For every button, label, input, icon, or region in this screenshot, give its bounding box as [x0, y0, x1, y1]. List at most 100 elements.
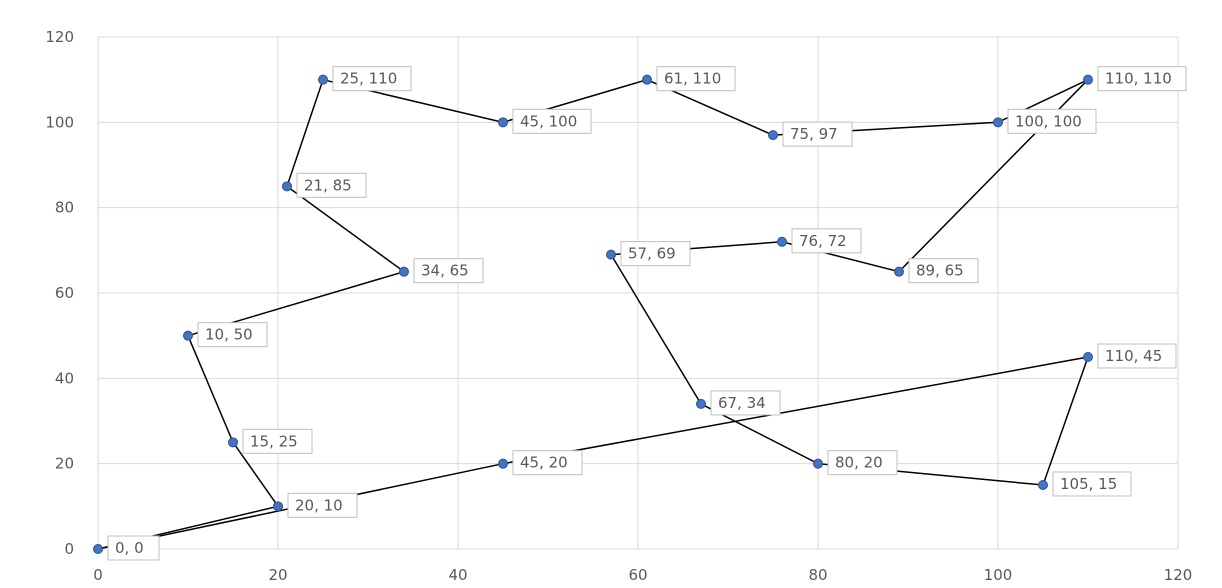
data-point-marker — [777, 236, 787, 247]
data-label-box — [782, 121, 853, 147]
data-label: 34, 65 — [413, 258, 484, 284]
data-point-marker — [282, 181, 292, 192]
data-label: 15, 25 — [242, 428, 313, 454]
data-label-text: 15, 25 — [250, 432, 298, 450]
data-label-box — [620, 241, 691, 267]
data-label-text: 76, 72 — [799, 232, 847, 250]
data-label-text: 61, 110 — [664, 70, 721, 88]
data-point-marker — [228, 437, 238, 448]
data-label-text: 34, 65 — [421, 262, 469, 280]
data-point-marker — [696, 398, 706, 409]
data-point-marker — [1038, 480, 1048, 490]
data-label: 100, 100 — [1007, 108, 1097, 134]
data-point-marker — [993, 117, 1003, 128]
data-label-box — [197, 322, 268, 348]
data-point-marker — [498, 458, 508, 469]
y-tick-label: 0 — [64, 540, 74, 558]
data-label-text: 21, 85 — [304, 176, 352, 194]
data-label: 105, 15 — [1052, 471, 1132, 497]
data-label: 10, 50 — [197, 322, 268, 348]
data-label-text: 20, 10 — [295, 496, 343, 514]
y-tick-label: 100 — [45, 113, 74, 131]
data-label-box — [512, 108, 592, 134]
data-label: 57, 69 — [620, 241, 691, 267]
data-point-marker — [498, 117, 508, 128]
data-label-box — [332, 66, 412, 92]
data-label: 75, 97 — [782, 121, 853, 147]
axis-tick-labels: 0 20 40 60 80 100 120 0 20 40 60 80 100 120 — [45, 28, 1192, 584]
y-tick-label: 40 — [55, 369, 74, 387]
y-tick-label: 60 — [55, 284, 74, 302]
data-label-box — [656, 66, 736, 92]
data-label-box — [296, 172, 367, 198]
data-label: 67, 34 — [710, 390, 781, 416]
data-label-box — [1097, 343, 1177, 369]
y-tick-label: 20 — [55, 455, 74, 473]
data-label-text: 45, 20 — [520, 454, 568, 472]
data-point-marker — [93, 544, 103, 554]
data-label-text: 0, 0 — [115, 539, 144, 557]
series-line-group — [97, 78, 1090, 550]
data-label-text: 57, 69 — [628, 245, 676, 263]
data-label: 20, 10 — [287, 492, 358, 518]
x-tick-label: 0 — [93, 566, 103, 584]
data-label: 45, 100 — [512, 108, 592, 134]
data-label-box — [413, 258, 484, 284]
data-point-marker — [813, 458, 823, 469]
data-label-box — [287, 492, 358, 518]
x-tick-label: 60 — [628, 566, 647, 584]
data-point-marker — [399, 266, 409, 277]
y-tick-label: 120 — [45, 28, 74, 46]
data-label-box — [710, 390, 781, 416]
series-line — [97, 78, 1090, 550]
data-label: 76, 72 — [791, 228, 862, 254]
markers-group — [93, 74, 1093, 554]
x-tick-label: 120 — [1164, 566, 1193, 584]
data-point-marker — [273, 501, 283, 512]
data-label-box — [1052, 471, 1132, 497]
x-tick-label: 20 — [268, 566, 287, 584]
data-label: 61, 110 — [656, 66, 736, 92]
data-label-text: 100, 100 — [1015, 112, 1082, 130]
data-point-marker — [1083, 352, 1093, 362]
data-label: 21, 85 — [296, 172, 367, 198]
data-label: 89, 65 — [908, 258, 979, 284]
data-label: 110, 45 — [1097, 343, 1177, 369]
data-label: 80, 20 — [827, 450, 898, 476]
data-label: 0, 0 — [107, 535, 160, 561]
data-label-text: 105, 15 — [1060, 475, 1117, 493]
data-point-marker — [1083, 74, 1093, 85]
data-point-marker — [642, 74, 652, 85]
data-point-marker — [183, 330, 193, 341]
data-label-text: 25, 110 — [340, 70, 397, 88]
data-label-text: 10, 50 — [205, 326, 253, 344]
data-point-marker — [768, 130, 778, 141]
data-label-box — [1097, 66, 1187, 92]
data-label-box — [1007, 108, 1097, 134]
data-label-text: 75, 97 — [790, 125, 838, 143]
data-label-box — [791, 228, 862, 254]
x-tick-label: 40 — [448, 566, 467, 584]
data-label-box — [107, 535, 160, 561]
data-label-text: 45, 100 — [520, 112, 577, 130]
data-label-box — [908, 258, 979, 284]
data-label-box — [512, 450, 583, 476]
data-label-box — [827, 450, 898, 476]
x-tick-label: 100 — [984, 566, 1013, 584]
data-point-marker — [606, 249, 616, 260]
data-label-box — [242, 428, 313, 454]
data-label-text: 89, 65 — [916, 262, 964, 280]
data-point-marker — [894, 266, 904, 277]
data-point-marker — [318, 74, 328, 85]
data-label-text: 67, 34 — [718, 394, 766, 412]
data-label: 110, 110 — [1097, 66, 1187, 92]
y-tick-label: 80 — [55, 199, 74, 217]
data-label: 25, 110 — [332, 66, 412, 92]
data-label: 45, 20 — [512, 450, 583, 476]
x-tick-label: 80 — [808, 566, 827, 584]
data-label-text: 80, 20 — [835, 454, 883, 472]
data-label-text: 110, 45 — [1105, 347, 1162, 365]
data-label-text: 110, 110 — [1105, 70, 1172, 88]
